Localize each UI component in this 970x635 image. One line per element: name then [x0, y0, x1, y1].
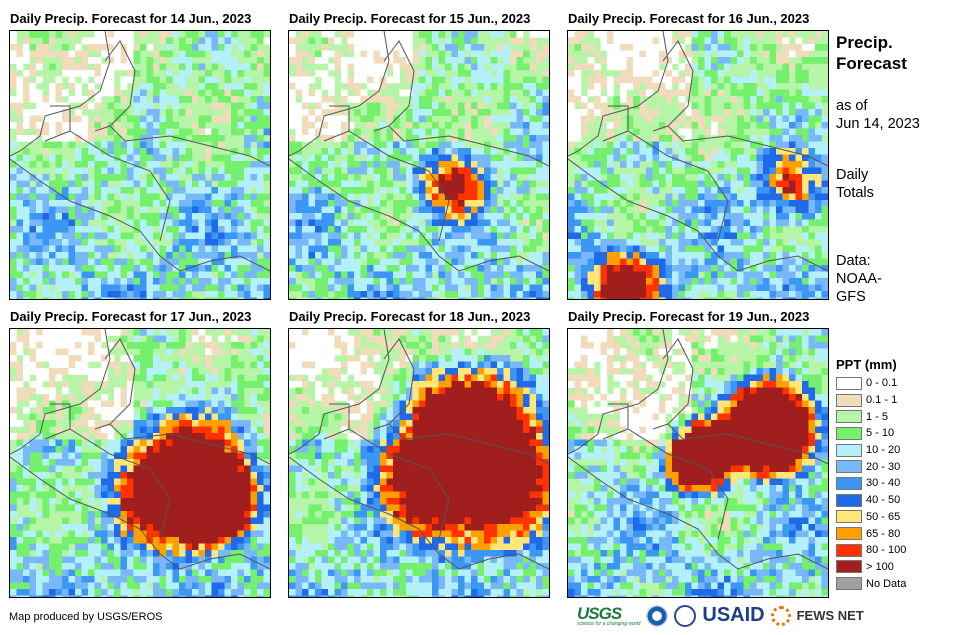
- coastline-and-borders: [289, 31, 549, 272]
- legend-item: 40 - 50: [836, 492, 906, 509]
- legend-label: 50 - 65: [866, 510, 901, 523]
- legend-item: 0.1 - 1: [836, 392, 906, 409]
- panel-title-2: Daily Precip. Forecast for 15 Jun., 2023: [289, 11, 531, 26]
- legend-label: No Data: [866, 577, 907, 590]
- coastline-and-borders: [10, 329, 270, 570]
- legend-label: 0.1 - 1: [866, 394, 898, 407]
- map-panel-2: [288, 30, 550, 300]
- precip-map: [10, 31, 270, 299]
- as-of-label: as of: [836, 98, 868, 114]
- panel-title-1: Daily Precip. Forecast for 14 Jun., 2023: [10, 11, 252, 26]
- usgs-tagline: science for a changing world: [577, 620, 641, 627]
- fews-net-icon: [770, 605, 791, 626]
- legend-label: 65 - 80: [866, 527, 901, 540]
- legend-swatch: [836, 393, 862, 407]
- legend-title: PPT (mm): [836, 357, 897, 372]
- legend-swatch: [836, 476, 862, 490]
- totals-label-2: Totals: [836, 185, 874, 201]
- legend-item: 0 - 0.1: [836, 375, 906, 392]
- precip-map: [568, 31, 828, 299]
- dhs-seal-icon: [674, 604, 697, 627]
- legend-swatch: [836, 410, 862, 424]
- panel-title-6: Daily Precip. Forecast for 19 Jun., 2023: [568, 309, 810, 324]
- legend-label: 80 - 100: [866, 544, 907, 557]
- legend-swatch: [836, 426, 862, 440]
- logo-strip: USGS science for a changing world USAID …: [577, 604, 864, 627]
- side-heading-1: Precip.: [836, 33, 893, 52]
- coastline-and-borders: [10, 31, 270, 272]
- legend-label: 0 - 0.1: [866, 377, 898, 390]
- totals-label-1: Daily: [836, 167, 869, 183]
- legend-label: 5 - 10: [866, 427, 895, 440]
- usaid-logo: USAID: [702, 604, 765, 626]
- map-panel-3: [567, 30, 829, 300]
- panel-title-4: Daily Precip. Forecast for 17 Jun., 2023: [10, 309, 252, 324]
- legend-swatch: [836, 376, 862, 390]
- legend-swatch: [836, 460, 862, 474]
- legend-item: 30 - 40: [836, 475, 906, 492]
- legend: PPT (mm) 0 - 0.1 0.1 - 1 1 - 5 5 - 10 10 - 2…: [836, 357, 906, 592]
- map-panel-4: [9, 328, 271, 598]
- precip-map: [289, 329, 549, 597]
- legend-swatch: [836, 443, 862, 457]
- legend-swatch: [836, 493, 862, 507]
- precip-map: [10, 329, 270, 597]
- legend-label: 40 - 50: [866, 494, 901, 507]
- legend-item: 20 - 30: [836, 458, 906, 475]
- map-panel-6: [567, 328, 829, 598]
- legend-item: 10 - 20: [836, 442, 906, 459]
- data-label-3: GFS: [836, 289, 866, 305]
- panel-title-3: Daily Precip. Forecast for 16 Jun., 2023: [568, 11, 810, 26]
- legend-swatch: [836, 510, 862, 524]
- panel-title-5: Daily Precip. Forecast for 18 Jun., 2023: [289, 309, 531, 324]
- legend-item: No Data: [836, 575, 906, 592]
- coastline-and-borders: [568, 31, 828, 272]
- legend-item: 50 - 65: [836, 509, 906, 526]
- legend-swatch: [836, 560, 862, 574]
- noaa-logo: [646, 604, 669, 627]
- legend-label: 30 - 40: [866, 477, 901, 490]
- precip-map: [568, 329, 828, 597]
- as-of-date: Jun 14, 2023: [836, 116, 920, 132]
- data-label-2: NOAA-: [836, 271, 882, 287]
- legend-item: 80 - 100: [836, 542, 906, 559]
- usgs-logo: USGS: [577, 603, 622, 623]
- map-panel-1: [9, 30, 271, 300]
- coastline-and-borders: [289, 329, 549, 570]
- legend-item: 1 - 5: [836, 408, 906, 425]
- legend-item: 5 - 10: [836, 425, 906, 442]
- legend-item: > 100: [836, 559, 906, 576]
- map-panel-5: [288, 328, 550, 598]
- legend-label: 20 - 30: [866, 460, 901, 473]
- credit-text: Map produced by USGS/EROS: [9, 611, 163, 623]
- legend-swatch: [836, 577, 862, 591]
- precip-map: [289, 31, 549, 299]
- legend-label: 1 - 5: [866, 410, 889, 423]
- legend-item: 65 - 80: [836, 525, 906, 542]
- usgs-logo-block: USGS science for a changing world: [577, 605, 640, 627]
- fews-net-logo: FEWS NET: [796, 608, 864, 623]
- legend-swatch: [836, 543, 862, 557]
- legend-label: > 100: [866, 560, 894, 573]
- side-heading-2: Forecast: [836, 54, 907, 73]
- data-label-1: Data:: [836, 253, 871, 269]
- legend-label: 10 - 20: [866, 444, 901, 457]
- coastline-and-borders: [568, 329, 828, 570]
- legend-swatch: [836, 527, 862, 541]
